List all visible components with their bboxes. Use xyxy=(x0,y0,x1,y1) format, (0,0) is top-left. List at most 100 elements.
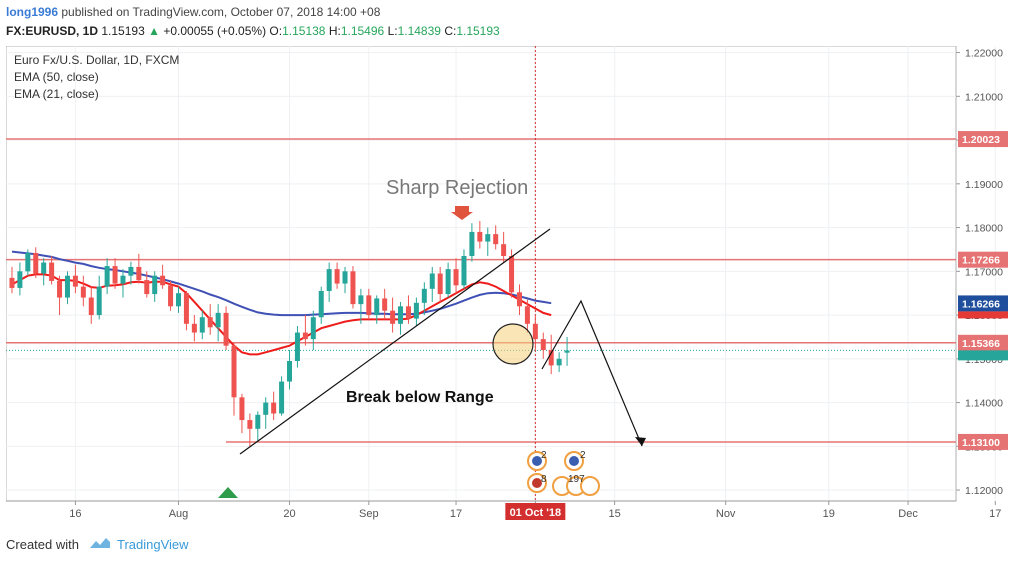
candle[interactable] xyxy=(231,343,237,416)
candle-body xyxy=(231,345,237,398)
candle[interactable] xyxy=(516,284,522,316)
candle[interactable] xyxy=(136,253,142,284)
event-marker-flag-icon[interactable] xyxy=(580,476,600,496)
candle[interactable] xyxy=(223,306,229,351)
breakdown-highlight-circle[interactable] xyxy=(492,323,534,365)
candle[interactable] xyxy=(469,223,475,262)
candle[interactable] xyxy=(302,315,308,346)
candle[interactable] xyxy=(564,336,570,366)
tradingview-brand-link[interactable]: TradingView xyxy=(116,537,189,552)
candle[interactable] xyxy=(41,258,47,286)
candle-body xyxy=(152,275,158,295)
candle[interactable] xyxy=(263,397,269,429)
candle[interactable] xyxy=(334,262,340,289)
candle[interactable] xyxy=(33,247,39,278)
candle[interactable] xyxy=(144,271,150,298)
tradingview-logo-icon[interactable] xyxy=(89,536,111,553)
candle-body xyxy=(64,275,70,298)
candle[interactable] xyxy=(413,297,419,326)
price-axis[interactable]: 1.220001.210001.200001.190001.180001.170… xyxy=(956,48,1008,498)
candle-body xyxy=(183,293,189,324)
candle[interactable] xyxy=(104,258,110,295)
candle[interactable] xyxy=(80,275,86,307)
author-link[interactable]: long1996 xyxy=(6,5,59,19)
candle[interactable] xyxy=(279,376,285,416)
candle[interactable] xyxy=(453,258,459,294)
candle[interactable] xyxy=(191,315,197,342)
candle[interactable] xyxy=(183,291,189,331)
candle[interactable] xyxy=(461,249,467,289)
y-tick-label: 1.22000 xyxy=(965,48,1003,60)
candle[interactable] xyxy=(405,295,411,324)
candle[interactable] xyxy=(215,304,221,342)
price-chart[interactable]: Sharp Rejection Break below Range 2 2 8 … xyxy=(5,45,1010,526)
candle[interactable] xyxy=(207,304,213,335)
ema21-line[interactable] xyxy=(11,273,552,356)
candle[interactable] xyxy=(96,275,102,320)
candle[interactable] xyxy=(318,286,324,324)
chart-area[interactable]: Sharp Rejection Break below Range 2 2 8 … xyxy=(5,45,1010,526)
candle[interactable] xyxy=(239,393,245,434)
candle-body xyxy=(398,306,404,324)
candle[interactable] xyxy=(350,266,356,309)
candle[interactable] xyxy=(485,227,491,256)
candle[interactable] xyxy=(120,269,126,298)
event-count: 8 xyxy=(541,474,547,485)
candle[interactable] xyxy=(128,261,134,285)
time-axis[interactable]: 16 Aug 20 Sep 17 01 Oct '18 15 Nov 19 Dec 17 xyxy=(6,500,1001,520)
candle[interactable] xyxy=(175,286,181,313)
candle[interactable] xyxy=(25,249,31,276)
candle[interactable] xyxy=(160,264,166,289)
candle[interactable] xyxy=(255,411,261,442)
candle[interactable] xyxy=(49,256,55,285)
legend-instrument: Euro Fx/U.S. Dollar, 1D, FXCM xyxy=(14,53,179,67)
projection-line[interactable] xyxy=(541,299,643,447)
candle[interactable] xyxy=(247,413,253,447)
candle[interactable] xyxy=(398,301,404,335)
candle[interactable] xyxy=(374,295,380,324)
candle[interactable] xyxy=(310,310,316,351)
candle[interactable] xyxy=(390,297,396,333)
candle-body xyxy=(501,244,507,256)
candle[interactable] xyxy=(9,266,15,294)
candle-body xyxy=(33,252,39,274)
candle[interactable] xyxy=(358,288,364,324)
candle[interactable] xyxy=(271,391,277,421)
candle[interactable] xyxy=(524,299,530,333)
event-markers[interactable]: 2 2 8 197 xyxy=(527,450,600,496)
candle[interactable] xyxy=(17,262,23,296)
x-tick-label: Dec xyxy=(898,508,918,520)
candle[interactable] xyxy=(152,271,158,302)
ema50-line[interactable] xyxy=(11,250,552,317)
candle[interactable] xyxy=(382,288,388,320)
candle[interactable] xyxy=(326,262,332,302)
candle[interactable] xyxy=(429,266,435,302)
x-tick-label: 19 xyxy=(823,508,835,520)
candle[interactable] xyxy=(532,315,538,351)
candle[interactable] xyxy=(199,310,205,340)
candle[interactable] xyxy=(540,332,546,359)
candle[interactable] xyxy=(287,350,293,390)
trend-line[interactable] xyxy=(239,228,551,455)
candle[interactable] xyxy=(477,221,483,249)
candle[interactable] xyxy=(421,282,427,316)
candle[interactable] xyxy=(112,258,118,289)
y-tick-label: 1.14000 xyxy=(965,398,1003,410)
candle[interactable] xyxy=(342,266,348,294)
candle[interactable] xyxy=(437,266,443,302)
candle[interactable] xyxy=(445,262,451,298)
candle[interactable] xyxy=(501,231,507,263)
candle[interactable] xyxy=(88,286,94,324)
candle[interactable] xyxy=(168,280,174,311)
candle[interactable] xyxy=(72,264,78,294)
candle[interactable] xyxy=(548,334,554,375)
candle[interactable] xyxy=(493,225,499,250)
candle[interactable] xyxy=(64,271,70,305)
candle-body xyxy=(374,298,380,316)
x-tick-label: 15 xyxy=(609,508,621,520)
candle[interactable] xyxy=(294,326,300,368)
candle[interactable] xyxy=(366,288,372,320)
candle[interactable] xyxy=(556,352,562,372)
candle[interactable] xyxy=(57,275,63,316)
candle-body xyxy=(540,339,546,351)
